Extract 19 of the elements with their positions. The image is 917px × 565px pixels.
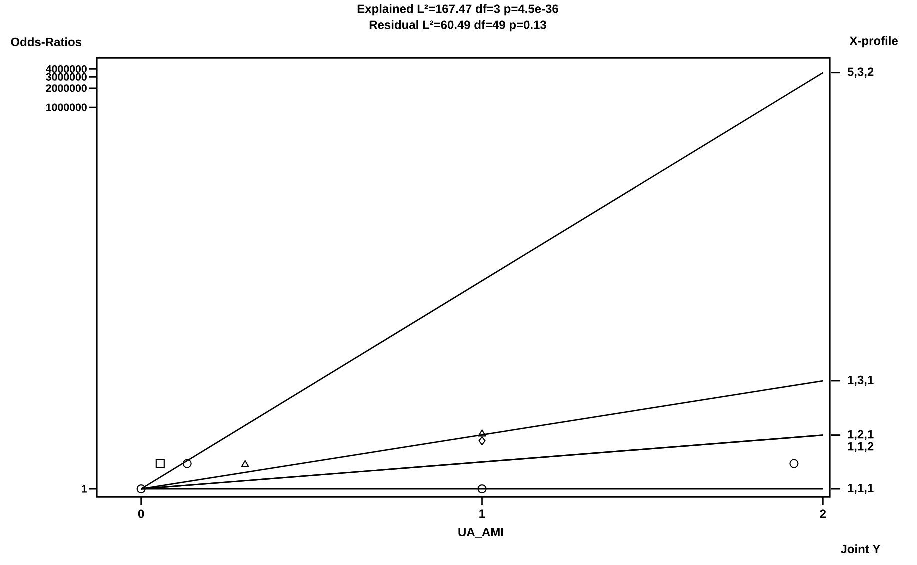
chart-title: Explained L²=167.47 df=3 p=4.5e-36	[358, 4, 558, 16]
legend-label: 1,1,1	[848, 484, 874, 494]
y2-axis-title: X-profile	[850, 36, 898, 48]
y-tick-label: 4000000	[46, 65, 87, 73]
text: Joint Y	[840, 544, 881, 554]
x-tick-label: 0	[138, 510, 144, 518]
y-tick-label: 2000000	[46, 84, 87, 92]
y-tick-label: 1	[82, 485, 88, 493]
legend-label: 1,3,1	[848, 376, 874, 386]
y-tick-label: 3000000	[46, 73, 87, 81]
y-axis-title: Odds-Ratios	[11, 38, 82, 46]
y-tick-label: 1000000	[46, 104, 87, 112]
x-tick-label: 2	[820, 510, 826, 518]
legend-label: 5,3,2	[848, 68, 874, 78]
x-axis-title: UA_AMI	[458, 528, 504, 538]
legend-label: 1,2,1	[848, 430, 874, 440]
text: 1,1,2	[848, 442, 874, 452]
chart-subtitle: Residual L²=60.49 df=49 p=0.13	[370, 20, 546, 32]
x-tick-label: 1	[480, 510, 486, 518]
